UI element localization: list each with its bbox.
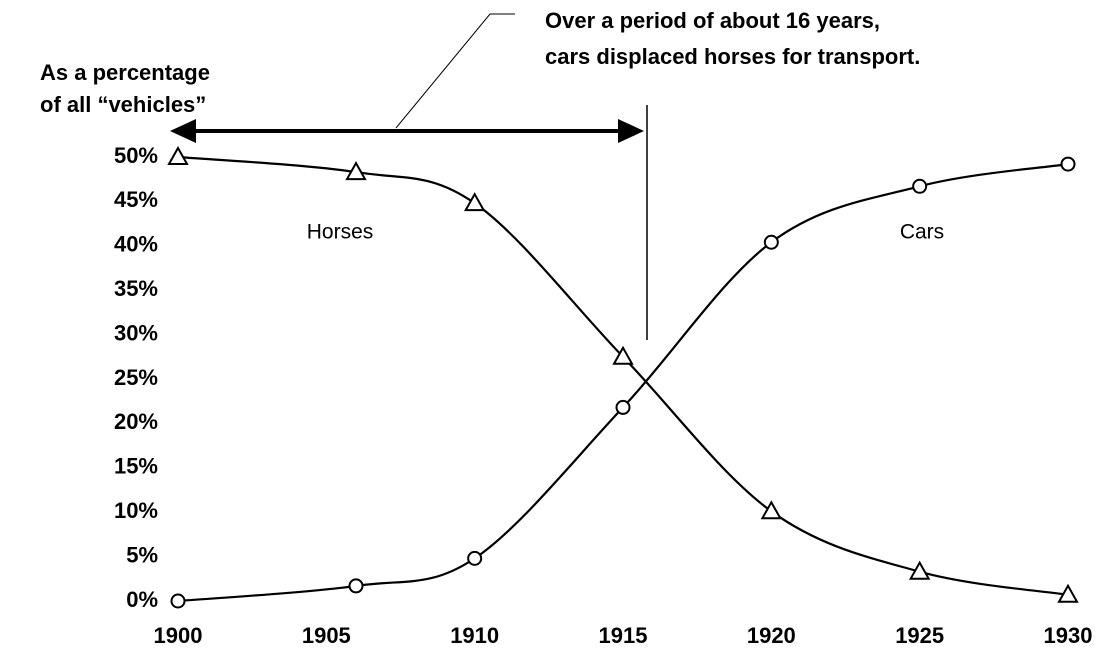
- series-label: Horses: [307, 221, 374, 244]
- leader-line: [395, 13, 515, 129]
- arrow-head: [170, 119, 196, 143]
- x-tick-label: 1905: [302, 623, 351, 648]
- point: [467, 550, 483, 566]
- arrow-head: [618, 119, 644, 143]
- y-tick-label: 45%: [114, 187, 158, 212]
- point: [1060, 156, 1076, 172]
- y-tick-label: 10%: [114, 498, 158, 523]
- annotation-line: cars displaced horses for transport.: [545, 44, 920, 69]
- y-axis-label: As a percentage: [40, 60, 210, 85]
- point: [760, 500, 783, 520]
- point: [612, 345, 634, 365]
- y-tick-label: 30%: [114, 320, 158, 345]
- y-tick-label: 35%: [114, 276, 158, 301]
- point: [615, 399, 631, 415]
- y-tick-label: 15%: [114, 454, 158, 479]
- y-tick-label: 5%: [126, 542, 158, 567]
- series-label: Cars: [900, 221, 944, 244]
- point: [908, 560, 931, 580]
- y-tick-label: 40%: [114, 232, 158, 257]
- x-tick-label: 1920: [747, 623, 796, 648]
- point: [170, 593, 186, 609]
- point: [763, 234, 779, 250]
- x-tick-label: 1915: [599, 623, 648, 648]
- point: [345, 161, 367, 181]
- point: [167, 145, 189, 165]
- x-tick-label: 1930: [1044, 623, 1093, 648]
- annotation-line: Over a period of about 16 years,: [545, 8, 880, 33]
- x-tick-label: 1925: [895, 623, 944, 648]
- x-tick-label: 1900: [154, 623, 203, 648]
- point: [463, 192, 486, 212]
- y-tick-label: 20%: [114, 409, 158, 434]
- y-tick-label: 0%: [126, 587, 158, 612]
- x-tick-label: 1910: [450, 623, 499, 648]
- y-axis-label: of all “vehicles”: [40, 92, 206, 117]
- y-tick-label: 25%: [114, 365, 158, 390]
- point: [348, 578, 364, 594]
- point: [1057, 583, 1079, 603]
- point: [912, 178, 928, 194]
- y-tick-label: 50%: [114, 143, 158, 168]
